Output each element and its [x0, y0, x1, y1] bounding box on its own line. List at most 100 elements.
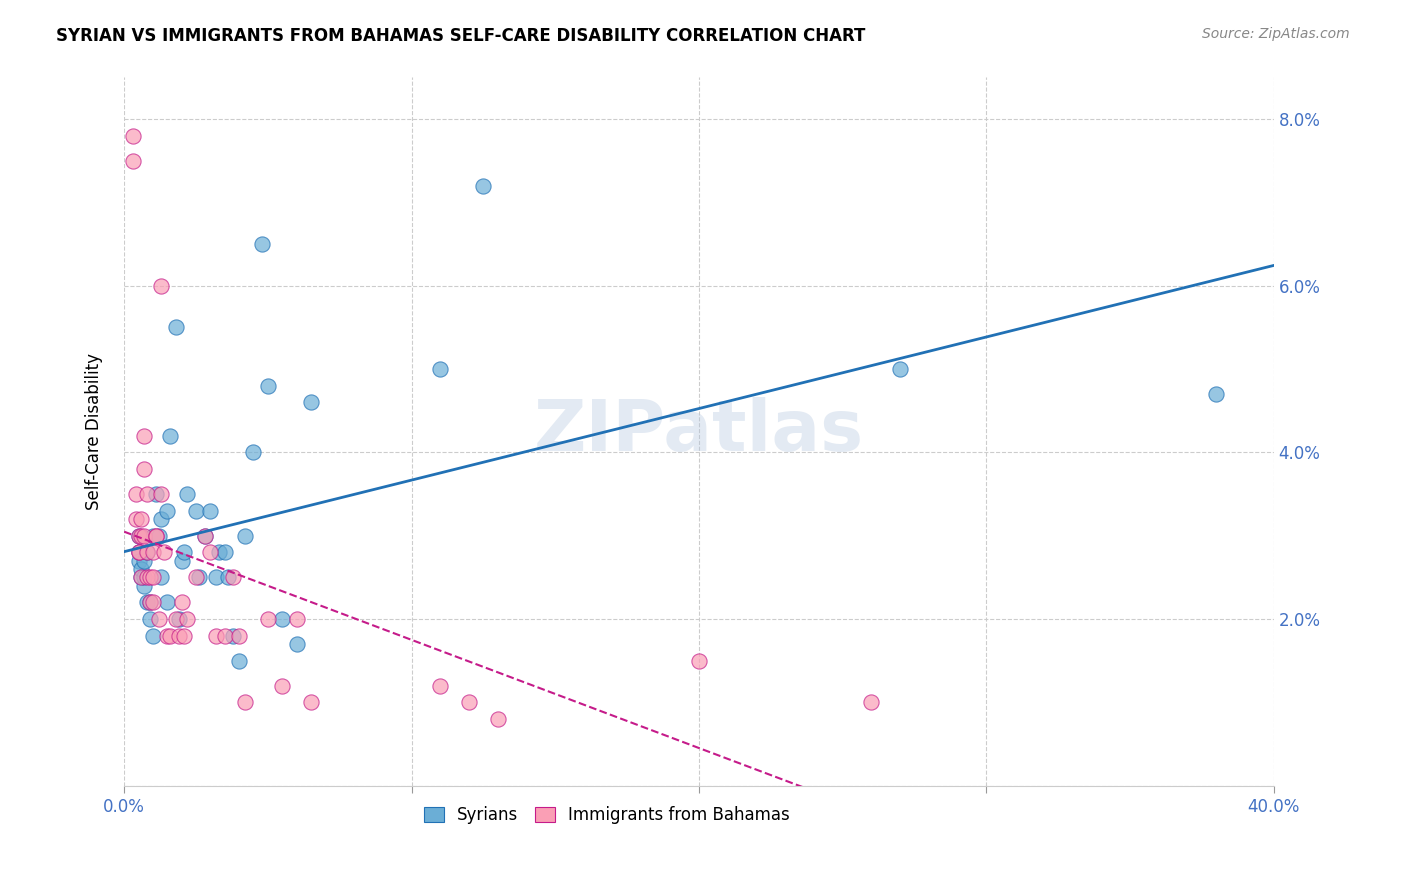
Point [194, 529, 217, 543]
Point [860, 696, 883, 710]
Point [200, 545, 222, 559]
Point [271, 679, 294, 693]
Point [142, 629, 165, 643]
Point [136, 570, 159, 584]
Point [148, 529, 170, 543]
Point [257, 378, 280, 392]
Point [170, 595, 193, 609]
Point [233, 529, 256, 543]
Point [228, 629, 250, 643]
Point [128, 554, 150, 568]
Point [242, 445, 264, 459]
Point [136, 545, 159, 559]
Point [233, 696, 256, 710]
Point [150, 512, 173, 526]
Point [124, 487, 146, 501]
Point [167, 629, 190, 643]
Point [472, 178, 495, 193]
Point [145, 487, 167, 501]
Point [145, 529, 167, 543]
Point [142, 570, 165, 584]
Point [205, 629, 228, 643]
Point [134, 554, 156, 568]
Point [134, 570, 156, 584]
Point [136, 595, 159, 609]
Point [134, 429, 156, 443]
Point [121, 128, 143, 143]
Point [429, 679, 451, 693]
Point [142, 595, 165, 609]
Point [184, 570, 207, 584]
Point [142, 529, 165, 543]
Point [150, 570, 173, 584]
Point [131, 512, 153, 526]
Point [131, 562, 153, 576]
Point [159, 429, 181, 443]
Point [145, 529, 167, 543]
Point [194, 529, 217, 543]
Point [688, 654, 710, 668]
Point [299, 696, 322, 710]
Point [150, 487, 173, 501]
Point [128, 529, 150, 543]
Point [285, 637, 308, 651]
Point [271, 612, 294, 626]
Point [148, 612, 170, 626]
Y-axis label: Self-Care Disability: Self-Care Disability [86, 353, 103, 510]
Point [222, 629, 245, 643]
Point [165, 320, 187, 334]
Point [156, 629, 179, 643]
Point [159, 629, 181, 643]
Text: ZIPatlas: ZIPatlas [534, 397, 865, 467]
Point [128, 529, 150, 543]
Point [228, 654, 250, 668]
Point [139, 570, 162, 584]
Point [167, 612, 190, 626]
Point [156, 595, 179, 609]
Legend: Syrians, Immigrants from Bahamas: Syrians, Immigrants from Bahamas [413, 797, 800, 834]
Point [208, 545, 231, 559]
Point [176, 612, 198, 626]
Point [153, 545, 176, 559]
Point [134, 529, 156, 543]
Point [139, 595, 162, 609]
Point [131, 570, 153, 584]
Point [250, 237, 273, 252]
Point [150, 278, 173, 293]
Point [222, 570, 245, 584]
Point [458, 696, 481, 710]
Point [214, 545, 236, 559]
Point [889, 362, 911, 376]
Point [139, 612, 162, 626]
Point [1205, 387, 1227, 401]
Point [299, 395, 322, 409]
Point [124, 512, 146, 526]
Point [121, 153, 143, 168]
Point [139, 595, 162, 609]
Point [176, 487, 198, 501]
Point [217, 570, 239, 584]
Point [136, 487, 159, 501]
Point [170, 554, 193, 568]
Point [128, 545, 150, 559]
Point [131, 529, 153, 543]
Point [128, 545, 150, 559]
Point [187, 570, 209, 584]
Point [214, 629, 236, 643]
Point [257, 612, 280, 626]
Point [136, 545, 159, 559]
Point [156, 504, 179, 518]
Point [165, 612, 187, 626]
Point [134, 462, 156, 476]
Point [184, 504, 207, 518]
Point [486, 712, 509, 726]
Point [429, 362, 451, 376]
Point [131, 570, 153, 584]
Point [142, 545, 165, 559]
Point [173, 629, 195, 643]
Point [200, 504, 222, 518]
Point [205, 570, 228, 584]
Point [134, 579, 156, 593]
Point [128, 545, 150, 559]
Point [285, 612, 308, 626]
